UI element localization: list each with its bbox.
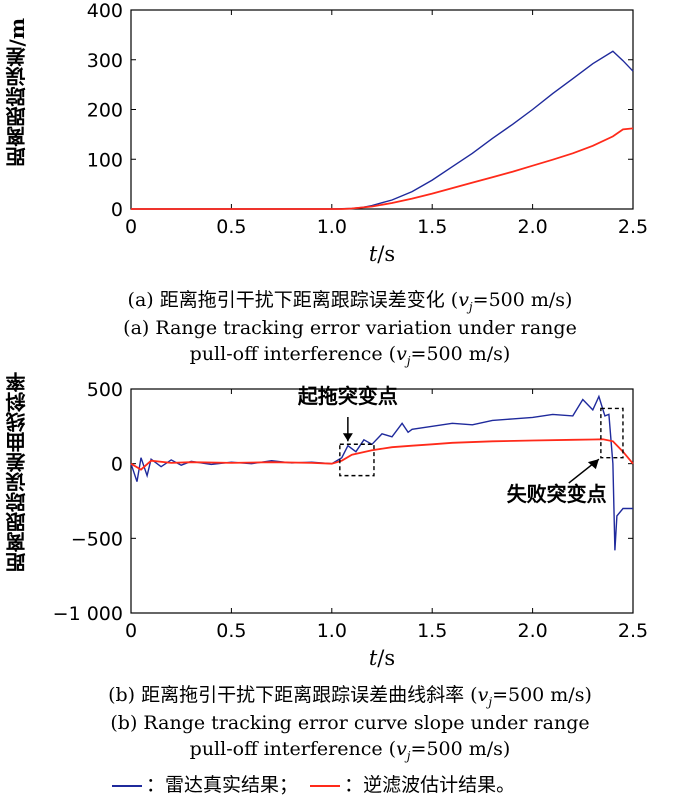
caption-a-en-2: pull-off interference (vj=500 m/s) xyxy=(0,342,700,373)
caption-b-en-2: pull-off interference (vj=500 m/s) xyxy=(0,737,700,768)
caption-b-cn-var: v xyxy=(477,684,489,706)
caption-a-en-tail: =500 m/s) xyxy=(410,343,511,365)
caption-a-cn-sub: j xyxy=(468,299,473,314)
caption-a-cn: (a) 距离拖引干扰下距离跟踪误差变化 (vj=500 m/s) xyxy=(0,288,700,319)
chart-a-ytick-label: 100 xyxy=(87,149,123,171)
caption-b-en-tail: =500 m/s) xyxy=(410,738,511,760)
chart-b-xlabel-unit: /s xyxy=(377,646,395,670)
chart-b-xlabel-var: t xyxy=(369,646,378,670)
chart-b-ytick-label: −1 000 xyxy=(53,603,123,625)
legend: ：雷达真实结果； ：逆滤波估计结果。 xyxy=(112,770,515,797)
chart-a-xtick-label: 0 xyxy=(125,216,137,238)
chart-a-series-red xyxy=(131,127,634,210)
annot-fail-label: 失败突变点 xyxy=(507,482,607,506)
chart-a-ylabel: 距离跟踪误差/m xyxy=(5,18,29,167)
chart-b-xtick-label: 1.0 xyxy=(317,620,347,642)
chart-a-frame xyxy=(130,9,634,210)
legend-label-red: ：逆滤波估计结果。 xyxy=(344,774,516,796)
chart-b-frame xyxy=(130,388,634,614)
caption-b-cn: (b) 距离拖引干扰下距离跟踪误差曲线斜率 (vj=500 m/s) xyxy=(0,683,700,714)
annot-start-arrowhead xyxy=(342,433,353,442)
chart-b-xtick-label: 2.5 xyxy=(618,620,648,642)
chart-a-series-blue xyxy=(131,50,634,210)
caption-b-cn-sub: j xyxy=(488,694,493,709)
legend-label-blue: ：雷达真实结果； xyxy=(146,774,299,796)
caption-b-en-var: v xyxy=(396,738,407,760)
chart-a-ytick-label: 0 xyxy=(111,199,123,221)
chart-a-ytick-label: 400 xyxy=(87,0,123,22)
caption-a-cn-text: (a) 距离拖引干扰下距离跟踪误差变化 ( xyxy=(127,289,459,311)
caption-b-en-text: pull-off interference ( xyxy=(189,738,397,760)
caption-a-en-1: (a) Range tracking error variation under… xyxy=(123,317,577,339)
caption-a-en-var: v xyxy=(396,343,407,365)
chart-a-xtick-label: 1.5 xyxy=(417,216,447,238)
chart-a-xlabel: t/s xyxy=(369,242,395,266)
chart-a-xtick-label: 2.5 xyxy=(618,216,648,238)
caption-b-cn-text: (b) 距离拖引干扰下距离跟踪误差曲线斜率 ( xyxy=(108,684,478,706)
caption-b-en-sub: j xyxy=(406,748,411,763)
caption-b-en-1: (b) Range tracking error curve slope und… xyxy=(110,712,590,734)
chart-b-ytick-label: 500 xyxy=(87,379,123,401)
chart-a-ytick-label: 300 xyxy=(87,50,123,72)
chart-a-xlabel-unit: /s xyxy=(377,242,395,266)
annot-start-label: 起拖突变点 xyxy=(297,384,398,408)
chart-b-xtick-label: 0 xyxy=(125,620,137,642)
chart-a-xtick-label: 0.5 xyxy=(216,216,246,238)
caption-a-en-sub: j xyxy=(406,353,411,368)
annot-start-box xyxy=(339,443,375,477)
legend-swatch-blue xyxy=(112,785,142,787)
annot-fail-arrowhead xyxy=(587,459,599,470)
chart-a-ytick-label: 200 xyxy=(87,100,123,122)
chart-b-xtick-label: 0.5 xyxy=(216,620,246,642)
chart-a-xtick-label: 1.0 xyxy=(317,216,347,238)
chart-b-xtick-label: 1.5 xyxy=(417,620,447,642)
chart-b-series-red xyxy=(130,438,634,471)
chart-a-xlabel-var: t xyxy=(369,242,378,266)
caption-a-cn-tail: =500 m/s) xyxy=(472,289,573,311)
chart-b-xlabel: t/s xyxy=(369,646,395,670)
chart-b-ylabel: 距离跟踪误差曲线斜率 xyxy=(5,372,29,572)
chart-b-xtick-label: 2.0 xyxy=(517,620,547,642)
chart-b-ytick-label: 0 xyxy=(111,454,123,476)
chart-b-series-blue xyxy=(130,394,633,551)
chart-b-ytick-label: −500 xyxy=(71,528,123,550)
caption-a-en-text: pull-off interference ( xyxy=(189,343,397,365)
caption-b-cn-tail: =500 m/s) xyxy=(492,684,592,706)
chart-a-xtick-label: 2.0 xyxy=(517,216,547,238)
caption-a-cn-var: v xyxy=(458,289,469,311)
legend-swatch-red xyxy=(310,785,341,787)
